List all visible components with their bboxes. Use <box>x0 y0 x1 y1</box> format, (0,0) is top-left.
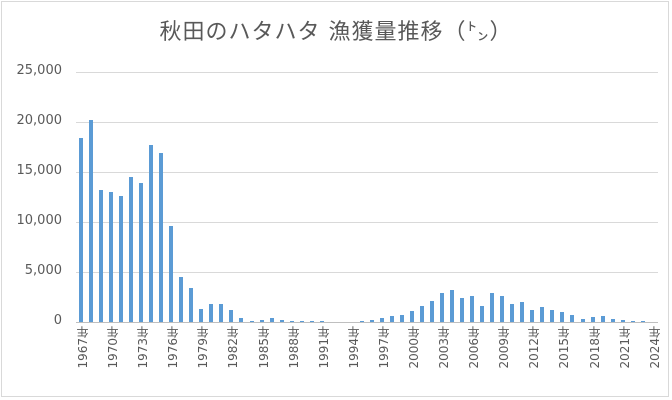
bar-1968 <box>89 120 94 322</box>
bar-1997 <box>379 317 384 322</box>
chart-title: 秋田のハタハタ 漁獲量推移（㌧） <box>159 20 513 45</box>
bar-1991 <box>319 321 324 322</box>
x-tick-label: 1976年 <box>166 326 181 369</box>
bar-2019 <box>600 316 605 322</box>
bar-1998 <box>389 316 394 322</box>
bar-1999 <box>399 314 404 322</box>
bar-1984 <box>249 321 254 322</box>
x-axis-line <box>76 322 658 323</box>
bar-1987 <box>279 320 284 322</box>
x-tick-label: 1979年 <box>196 326 211 369</box>
bar-2017 <box>580 318 585 322</box>
x-tick-label: 1982年 <box>226 326 241 369</box>
y-tick-label: 25,000 <box>16 63 63 78</box>
bar-1988 <box>289 320 294 322</box>
bar-1975 <box>159 153 164 322</box>
bar-2020 <box>610 318 615 322</box>
bar-1995 <box>359 320 364 322</box>
bar-2021 <box>620 320 625 322</box>
x-tick-label: 2006年 <box>467 326 482 369</box>
x-tick-label: 1988年 <box>286 326 301 369</box>
bar-1982 <box>229 310 234 322</box>
bar-1976 <box>169 226 174 322</box>
y-tick-label: 10,000 <box>16 213 63 228</box>
y-tick-label: 5,000 <box>24 263 62 278</box>
bar-2000 <box>409 310 414 322</box>
x-tick-label: 2003年 <box>437 326 452 369</box>
bar-2010 <box>510 304 515 322</box>
bar-1983 <box>239 318 244 322</box>
bar-2004 <box>450 289 455 322</box>
x-tick-label: 2009年 <box>497 326 512 369</box>
gridline <box>76 222 658 223</box>
bar-1986 <box>269 318 274 322</box>
x-tick-label: 2024年 <box>647 326 662 369</box>
bar-1989 <box>299 320 304 322</box>
bar-1969 <box>99 190 104 322</box>
bar-1974 <box>149 145 154 322</box>
bar-2011 <box>520 302 525 322</box>
x-tick-label: 2000年 <box>406 326 421 369</box>
bar-1981 <box>219 304 224 322</box>
x-tick-label: 2018年 <box>587 326 602 369</box>
x-tick-label: 2012年 <box>527 326 542 369</box>
x-tick-label: 2015年 <box>557 326 572 369</box>
bar-2007 <box>480 306 485 322</box>
x-tick-label: 1994年 <box>346 326 361 369</box>
x-tick-label: 1967年 <box>76 326 90 369</box>
bar-1973 <box>139 183 144 322</box>
bar-1979 <box>199 309 204 322</box>
bar-1996 <box>369 319 374 322</box>
bar-2016 <box>570 314 575 322</box>
bar-2001 <box>420 306 425 322</box>
bar-2014 <box>550 310 555 322</box>
x-tick-label: 2021年 <box>617 326 632 369</box>
bar-2002 <box>430 301 435 322</box>
y-tick-label: 0 <box>53 313 62 328</box>
gridline <box>76 272 658 273</box>
x-tick-label: 1970年 <box>106 326 121 369</box>
bar-2003 <box>440 293 445 322</box>
x-tick-label: 1973年 <box>136 326 151 369</box>
bar-2005 <box>460 298 465 322</box>
bar-1980 <box>209 304 214 322</box>
bar-1977 <box>179 277 184 322</box>
bar-2023 <box>640 321 645 322</box>
x-tick-label: 1985年 <box>256 326 271 369</box>
y-tick-label: 20,000 <box>16 113 63 128</box>
bar-1978 <box>189 288 194 322</box>
x-tick-label: 1991年 <box>316 326 331 369</box>
bar-2006 <box>470 296 475 322</box>
bar-2012 <box>530 310 535 322</box>
bar-1971 <box>119 196 124 322</box>
bar-1970 <box>109 192 114 322</box>
gridline <box>76 172 658 173</box>
bar-2009 <box>500 296 505 322</box>
bar-1985 <box>259 320 264 322</box>
x-tick-label: 1997年 <box>376 326 391 369</box>
bar-1990 <box>309 321 314 322</box>
bar-1972 <box>129 177 134 322</box>
gridline <box>76 122 658 123</box>
bar-2008 <box>490 293 495 322</box>
y-tick-label: 15,000 <box>16 163 63 178</box>
gridline <box>76 72 658 73</box>
bar-2015 <box>560 312 565 322</box>
bar-2022 <box>630 321 635 322</box>
bar-2018 <box>590 317 595 322</box>
bar-1967 <box>79 138 83 322</box>
bar-2013 <box>540 307 545 322</box>
